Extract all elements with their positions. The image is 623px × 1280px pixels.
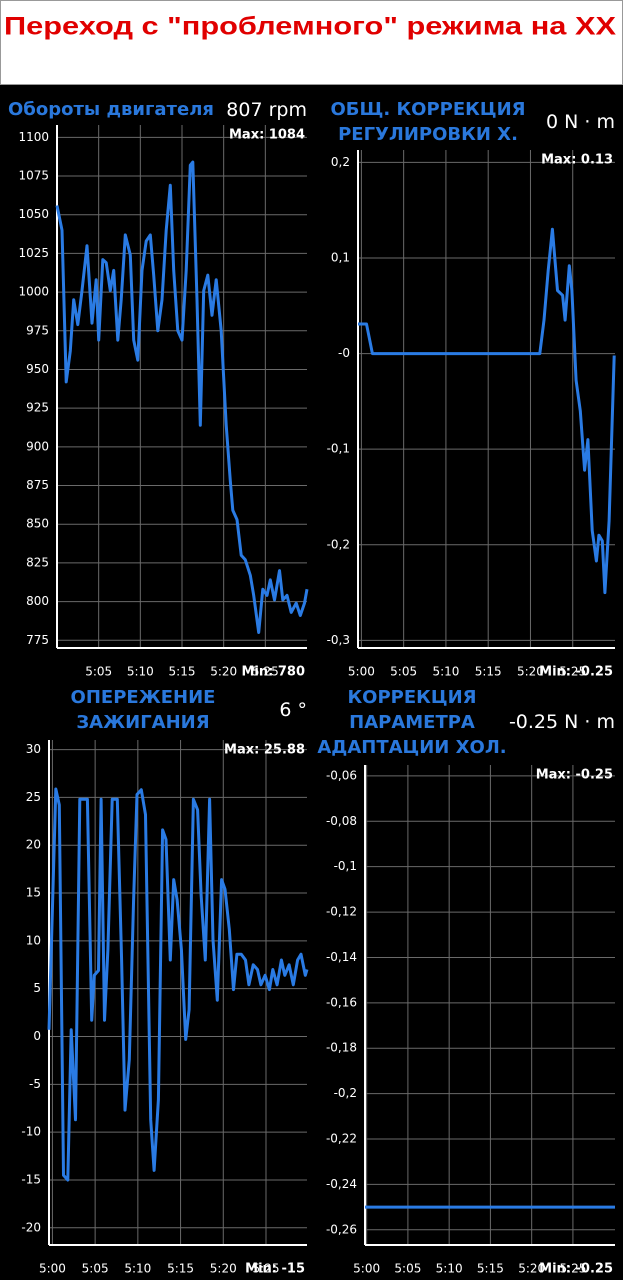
y-tick-label: -0,06 [326, 768, 357, 782]
current-value-number: 0 [546, 111, 558, 133]
data-line [55, 160, 309, 634]
x-tick-label: 5:20 [517, 665, 544, 679]
y-tick-label: 950 [26, 362, 49, 376]
y-tick-label: -0,2 [327, 537, 350, 551]
y-tick-label: 800 [26, 594, 49, 608]
max-label: Max: 25.88 [224, 743, 305, 758]
y-tick-label: 0,1 [331, 251, 350, 265]
data-line [47, 787, 309, 1182]
chart-title: Обороты двигателя [8, 99, 214, 120]
y-tick-label: 1075 [18, 169, 49, 183]
x-tick-label: 5:10 [127, 665, 154, 679]
y-tick-label: -0,2 [334, 1086, 357, 1100]
x-tick-label: 5:00 [353, 1262, 380, 1276]
y-tick-label: 850 [26, 517, 49, 531]
y-tick-label: -0,1 [327, 442, 350, 456]
y-tick-label: -0,1 [334, 859, 357, 873]
max-label: Max: 0.13 [541, 153, 613, 168]
x-tick-label: 5:20 [518, 1262, 545, 1276]
current-value-unit: N · m [564, 111, 615, 133]
x-tick-label: 5:25 [559, 1262, 586, 1276]
y-tick-label: -0,3 [327, 633, 350, 647]
y-tick-label: 925 [26, 401, 49, 415]
y-tick-label: 5 [33, 981, 41, 995]
current-value: 0 N · m [546, 111, 615, 133]
chart-title: РЕГУЛИРОВКИ Х. [338, 124, 518, 145]
current-value: 807 rpm [226, 99, 307, 121]
x-tick-label: 5:15 [167, 1262, 194, 1276]
page-title: Переход с "проблемного" режима на XX [4, 13, 616, 41]
chart-title: ПАРАМЕТРА [349, 712, 475, 733]
x-tick-label: 5:25 [253, 1262, 280, 1276]
y-tick-label: -15 [21, 1172, 41, 1186]
y-tick-label: 975 [26, 323, 49, 337]
current-value: -0.25 N · m [509, 711, 615, 733]
x-tick-label: 5:10 [124, 1262, 151, 1276]
y-tick-label: -0,22 [326, 1132, 357, 1146]
y-tick-label: 0,2 [331, 155, 350, 169]
y-tick-label: -0,16 [326, 995, 357, 1009]
y-tick-label: 825 [26, 555, 49, 569]
y-tick-label: 10 [26, 933, 41, 947]
x-tick-label: 5:25 [559, 665, 586, 679]
current-value-number: -0.25 [509, 711, 558, 733]
current-value-number: 6 [279, 699, 291, 721]
y-tick-label: 775 [26, 633, 49, 647]
y-tick-label: 1100 [18, 130, 49, 144]
y-tick-label: 15 [26, 886, 41, 900]
data-line [358, 227, 616, 595]
header-banner [0, 0, 623, 85]
y-tick-label: 1025 [18, 246, 49, 260]
current-value-unit: N · m [564, 711, 615, 733]
max-label: Max: 1084 [229, 128, 305, 143]
max-label: Max: -0.25 [536, 768, 613, 783]
y-tick-label: 1050 [18, 207, 49, 221]
y-tick-label: -0,26 [326, 1222, 357, 1236]
y-tick-label: -0,12 [326, 905, 357, 919]
y-tick-label: -0,14 [326, 950, 357, 964]
x-tick-label: 5:05 [390, 665, 417, 679]
x-tick-label: 5:10 [436, 1262, 463, 1276]
y-tick-label: 20 [26, 838, 41, 852]
chart-title: КОРРЕКЦИЯ [347, 687, 476, 708]
x-tick-label: 5:05 [85, 665, 112, 679]
current-value-number: 807 [226, 99, 262, 121]
y-tick-label: -0,08 [326, 814, 357, 828]
chart-title: ОБЩ. КОРРЕКЦИЯ [330, 99, 525, 120]
x-tick-label: 5:15 [475, 665, 502, 679]
min-label: Min: 780 [241, 665, 305, 680]
current-value: 6 ° [279, 699, 307, 721]
y-tick-label: 25 [26, 790, 41, 804]
chart-title: ОПЕРЕЖЕНИЕ [71, 687, 216, 708]
x-tick-label: 5:15 [169, 665, 196, 679]
x-tick-label: 5:05 [82, 1262, 109, 1276]
min-label: Min: -0.25 [539, 1262, 613, 1277]
y-tick-label: 875 [26, 478, 49, 492]
x-tick-label: 5:15 [477, 1262, 504, 1276]
x-tick-label: 5:10 [432, 665, 459, 679]
x-tick-label: 5:25 [252, 665, 279, 679]
y-tick-label: -5 [29, 1077, 41, 1091]
y-tick-label: 0 [33, 1029, 41, 1043]
chart-title: ЗАЖИГАНИЯ [76, 712, 209, 733]
y-tick-label: 1000 [18, 285, 49, 299]
y-tick-label: -10 [21, 1125, 41, 1139]
y-tick-label: 30 [26, 742, 41, 756]
x-tick-label: 5:20 [210, 665, 237, 679]
current-value-unit: rpm [269, 99, 307, 121]
x-tick-label: 5:00 [39, 1262, 66, 1276]
current-value-unit: ° [298, 699, 308, 721]
chart-title: АДАПТАЦИИ ХОЛ. [317, 737, 506, 758]
x-tick-label: 5:05 [394, 1262, 421, 1276]
x-tick-label: 5:00 [348, 665, 375, 679]
y-tick-label: -0 [338, 346, 350, 360]
y-tick-label: -0,24 [326, 1177, 357, 1191]
min-label: Min: -15 [245, 1262, 305, 1277]
min-label: Min: -0.25 [539, 665, 613, 680]
y-tick-label: 900 [26, 439, 49, 453]
x-tick-label: 5:20 [210, 1262, 237, 1276]
y-tick-label: -0,18 [326, 1041, 357, 1055]
y-tick-label: -20 [21, 1220, 41, 1234]
